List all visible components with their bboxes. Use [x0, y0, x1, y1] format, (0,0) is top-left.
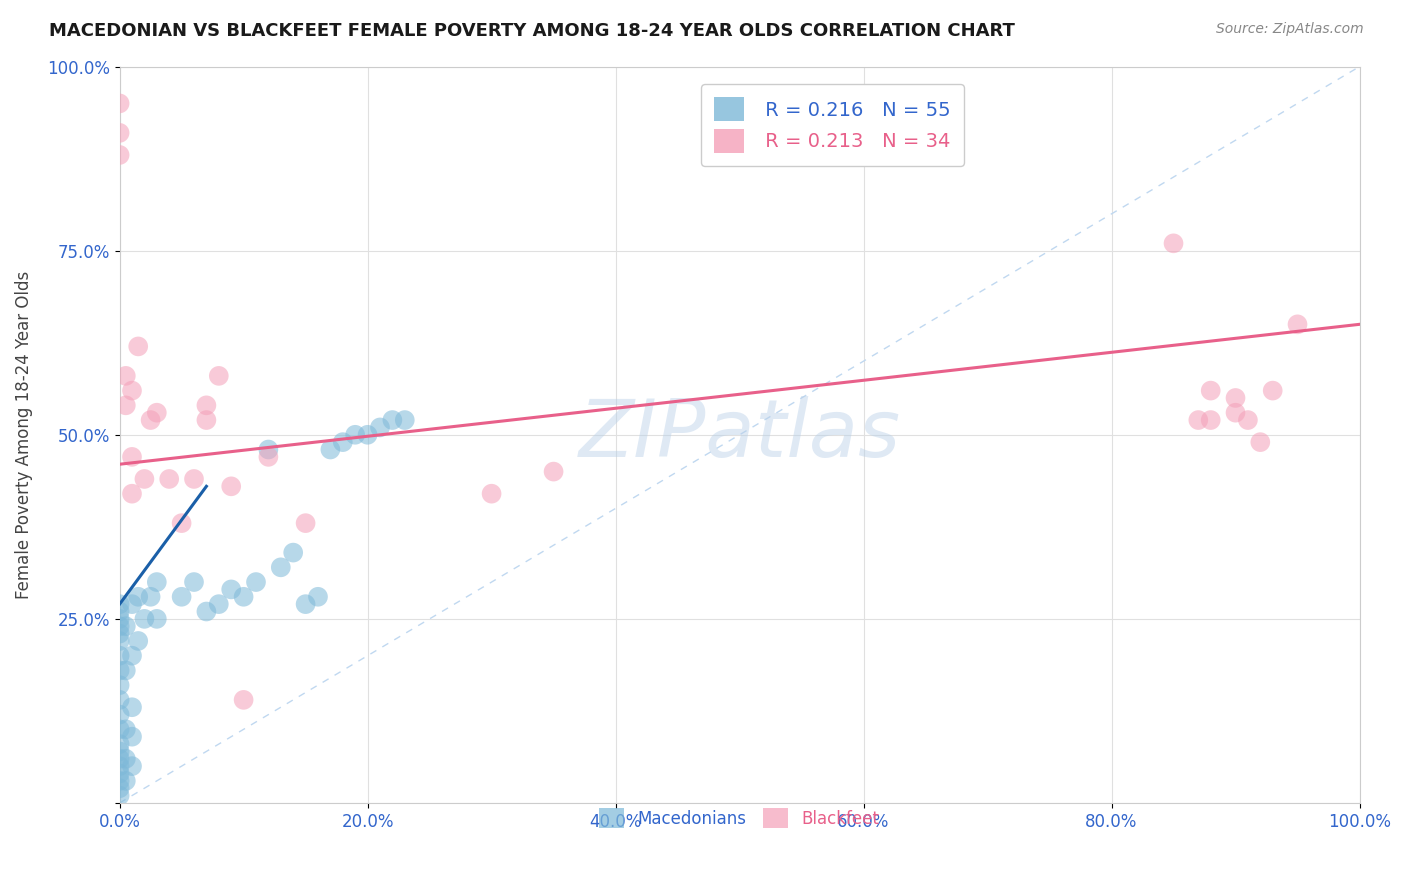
Point	[114, 664, 136, 678]
Point	[381, 413, 404, 427]
Point	[543, 465, 565, 479]
Point	[394, 413, 416, 427]
Point	[219, 479, 242, 493]
Point	[257, 442, 280, 457]
Point	[108, 752, 131, 766]
Point	[183, 575, 205, 590]
Text: Source: ZipAtlas.com: Source: ZipAtlas.com	[1216, 22, 1364, 37]
Point	[108, 148, 131, 162]
Point	[108, 693, 131, 707]
Point	[157, 472, 180, 486]
Point	[121, 700, 143, 714]
Point	[195, 605, 218, 619]
Point	[108, 605, 131, 619]
Point	[127, 339, 149, 353]
Point	[121, 759, 143, 773]
Point	[121, 730, 143, 744]
Point	[114, 619, 136, 633]
Point	[232, 590, 254, 604]
Point	[307, 590, 329, 604]
Point	[108, 612, 131, 626]
Point	[108, 766, 131, 780]
Point	[108, 626, 131, 640]
Point	[108, 707, 131, 722]
Point	[1187, 413, 1209, 427]
Point	[108, 634, 131, 648]
Point	[108, 597, 131, 611]
Point	[1199, 413, 1222, 427]
Point	[108, 664, 131, 678]
Point	[332, 435, 354, 450]
Point	[108, 759, 131, 773]
Point	[368, 420, 391, 434]
Point	[1199, 384, 1222, 398]
Legend: Macedonians, Blackfeet: Macedonians, Blackfeet	[593, 801, 886, 835]
Point	[108, 781, 131, 796]
Point	[114, 752, 136, 766]
Point	[294, 597, 316, 611]
Point	[127, 634, 149, 648]
Point	[232, 693, 254, 707]
Point	[108, 723, 131, 737]
Point	[195, 413, 218, 427]
Point	[344, 427, 367, 442]
Point	[1286, 318, 1309, 332]
Point	[108, 96, 131, 111]
Point	[139, 590, 162, 604]
Point	[219, 582, 242, 597]
Point	[319, 442, 342, 457]
Point	[1261, 384, 1284, 398]
Point	[146, 612, 169, 626]
Point	[195, 398, 218, 412]
Point	[134, 612, 156, 626]
Point	[1225, 406, 1247, 420]
Point	[283, 546, 305, 560]
Point	[1249, 435, 1271, 450]
Point	[208, 597, 231, 611]
Point	[114, 368, 136, 383]
Point	[121, 450, 143, 464]
Point	[108, 773, 131, 788]
Point	[170, 590, 193, 604]
Point	[139, 413, 162, 427]
Point	[245, 575, 267, 590]
Point	[1237, 413, 1260, 427]
Point	[481, 486, 503, 500]
Y-axis label: Female Poverty Among 18-24 Year Olds: Female Poverty Among 18-24 Year Olds	[15, 270, 32, 599]
Point	[108, 648, 131, 663]
Point	[108, 678, 131, 692]
Point	[114, 773, 136, 788]
Point	[121, 384, 143, 398]
Point	[257, 450, 280, 464]
Point	[1225, 391, 1247, 405]
Point	[134, 472, 156, 486]
Point	[170, 516, 193, 530]
Point	[208, 368, 231, 383]
Point	[146, 406, 169, 420]
Point	[108, 619, 131, 633]
Point	[121, 597, 143, 611]
Point	[127, 590, 149, 604]
Point	[108, 126, 131, 140]
Point	[114, 398, 136, 412]
Point	[108, 789, 131, 803]
Text: MACEDONIAN VS BLACKFEET FEMALE POVERTY AMONG 18-24 YEAR OLDS CORRELATION CHART: MACEDONIAN VS BLACKFEET FEMALE POVERTY A…	[49, 22, 1015, 40]
Point	[1163, 236, 1185, 251]
Point	[108, 737, 131, 751]
Point	[108, 744, 131, 758]
Point	[121, 486, 143, 500]
Point	[356, 427, 378, 442]
Point	[146, 575, 169, 590]
Point	[294, 516, 316, 530]
Point	[183, 472, 205, 486]
Text: ZIPatlas: ZIPatlas	[578, 396, 901, 474]
Point	[270, 560, 292, 574]
Point	[114, 723, 136, 737]
Point	[121, 648, 143, 663]
